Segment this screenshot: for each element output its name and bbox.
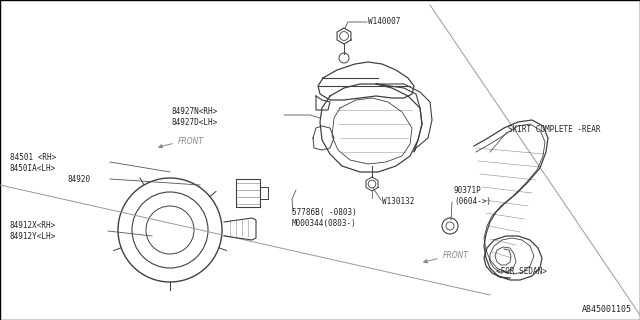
Text: A845001105: A845001105: [582, 305, 632, 314]
Text: 84927N<RH>
84927D<LH>: 84927N<RH> 84927D<LH>: [172, 107, 218, 127]
Text: SKIRT COMPLETE -REAR: SKIRT COMPLETE -REAR: [508, 125, 600, 134]
Text: 84920: 84920: [68, 174, 91, 183]
Text: 84912X<RH>
84912Y<LH>: 84912X<RH> 84912Y<LH>: [10, 221, 56, 241]
Text: FRONT: FRONT: [178, 137, 204, 146]
Text: W140007: W140007: [368, 18, 401, 27]
Text: W130132: W130132: [382, 197, 414, 206]
Text: 84501 <RH>
8450IA<LH>: 84501 <RH> 8450IA<LH>: [10, 153, 56, 173]
Text: <FOR SEDAN>: <FOR SEDAN>: [496, 268, 547, 276]
Text: 90371P
(0604->): 90371P (0604->): [454, 186, 491, 206]
Text: 57786B( -0803)
M000344(0803-): 57786B( -0803) M000344(0803-): [292, 208, 356, 228]
Text: FRONT: FRONT: [443, 252, 469, 260]
